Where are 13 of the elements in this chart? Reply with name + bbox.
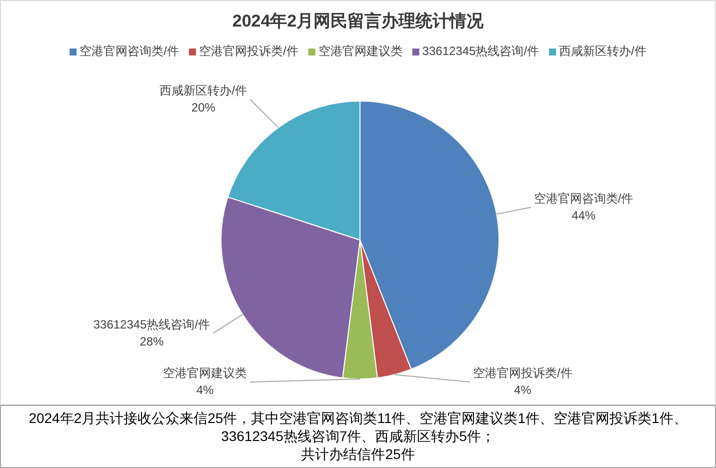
annotation: 2024年2月共计接收公众来信25件，其中空港官网咨询类11件、空港官网建议类1件、空港官网投诉类1件、33612345热线咨询7件、西咸新区转办5件； [28, 409, 688, 445]
legend-item: 空港官网建议类 [308, 44, 402, 58]
legend-item: 空港官网咨询类/件 [70, 44, 179, 58]
data-label: 空港官网投诉类/件 4% [473, 366, 572, 398]
legend-item: 西咸新区转办/件 [549, 44, 646, 58]
data-label: 空港官网建议类 4% [163, 366, 247, 398]
legend-item: 33612345热线咨询/件 [412, 44, 540, 58]
annotation: 共计办结信件25件 [300, 445, 416, 463]
title: 2024年2月网民留言办理统计情况 [232, 11, 484, 30]
data-label: 空港官网咨询类/件 44% [534, 192, 634, 223]
data-label: 33612345热线咨询/件 28% [93, 317, 210, 348]
data-label: 西咸新区转办/件 20% [160, 83, 247, 114]
legend-item: 空港官网投诉类/件 [188, 44, 298, 58]
